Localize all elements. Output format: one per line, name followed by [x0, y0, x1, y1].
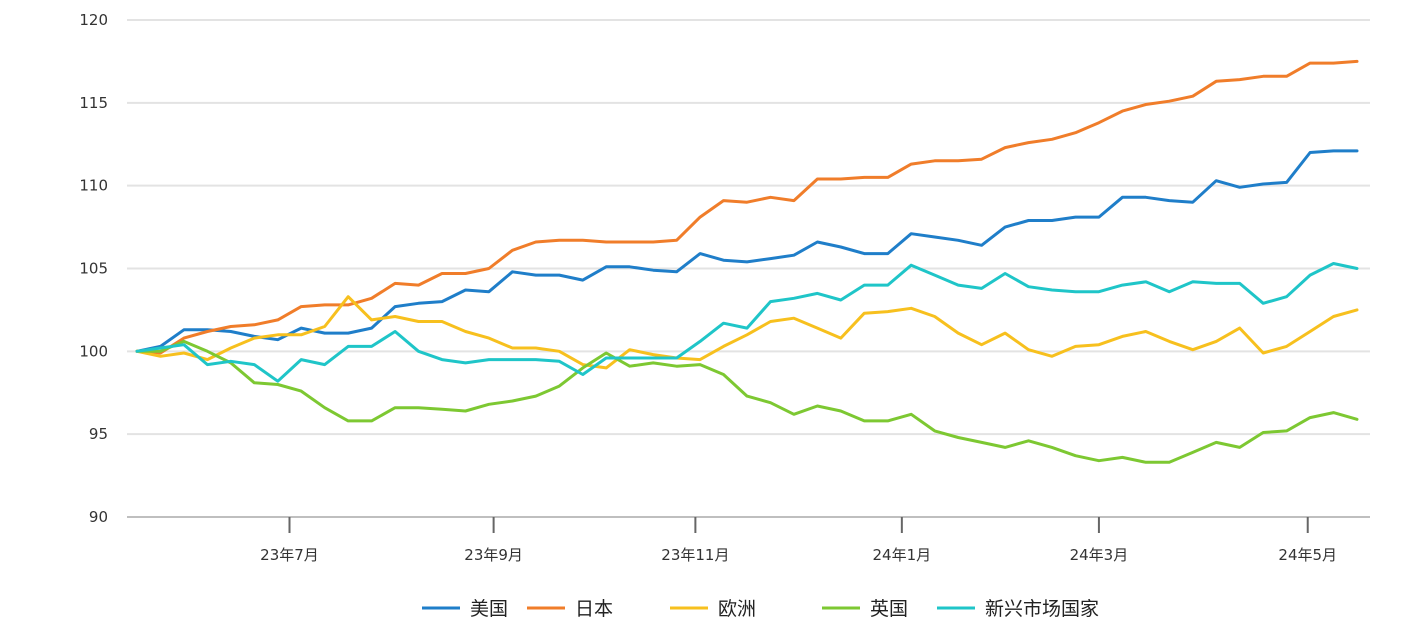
series-lines — [135, 59, 1359, 464]
series-line-5 — [135, 262, 1359, 383]
y-tick-label: 115 — [79, 94, 108, 112]
legend-item-label: 日本 — [575, 598, 613, 620]
y-tick-label: 105 — [79, 260, 108, 278]
legend-item-label: 欧洲 — [718, 598, 756, 620]
y-tick-label: 120 — [79, 11, 108, 29]
y-tick-label: 90 — [89, 508, 108, 526]
x-tick-label: 24年1月 — [873, 546, 932, 564]
x-tick-label: 24年5月 — [1278, 546, 1337, 564]
y-tick-label: 110 — [79, 177, 108, 195]
axes: 90 95 100 105 110 115 120 23年7月 23年9月 23年11月 24年1月… — [79, 11, 1337, 564]
gridlines — [127, 19, 1370, 518]
x-tick-label: 24年3月 — [1070, 546, 1129, 564]
legend-item-label: 美国 — [470, 598, 508, 620]
legend-item-label: 英国 — [870, 598, 908, 620]
series-line-2 — [135, 59, 1359, 355]
legend-item-label: 新兴市场国家 — [985, 598, 1099, 620]
y-tick-label: 95 — [89, 425, 108, 443]
series-line-3 — [135, 295, 1359, 370]
x-tick-label: 23年9月 — [464, 546, 523, 564]
y-tick-label: 100 — [79, 342, 108, 360]
series-line-4 — [135, 339, 1359, 464]
x-tick-label: 23年11月 — [661, 546, 729, 564]
legend: 美国 日本 欧洲 英国 新兴市场国家 — [422, 598, 1099, 620]
series-line-1 — [135, 149, 1359, 353]
x-tick-label: 23年7月 — [260, 546, 319, 564]
